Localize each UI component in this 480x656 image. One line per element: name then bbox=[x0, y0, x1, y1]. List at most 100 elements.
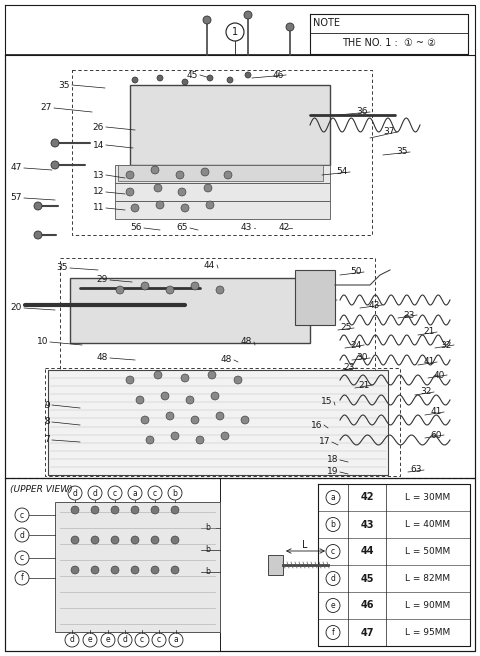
Text: 27: 27 bbox=[41, 104, 52, 112]
Circle shape bbox=[154, 371, 162, 379]
Circle shape bbox=[166, 412, 174, 420]
Circle shape bbox=[171, 506, 179, 514]
Circle shape bbox=[131, 204, 139, 212]
Text: 21: 21 bbox=[424, 327, 435, 337]
Text: 21: 21 bbox=[359, 380, 370, 390]
Text: L = 50MM: L = 50MM bbox=[406, 547, 451, 556]
Bar bbox=[130, 85, 330, 165]
Circle shape bbox=[146, 436, 154, 444]
Text: 12: 12 bbox=[93, 188, 104, 197]
Text: 13: 13 bbox=[93, 171, 104, 180]
Text: 63: 63 bbox=[410, 466, 422, 474]
Circle shape bbox=[191, 416, 199, 424]
Text: 42: 42 bbox=[279, 224, 290, 232]
Text: NOTE: NOTE bbox=[313, 18, 340, 28]
Circle shape bbox=[216, 286, 224, 294]
Text: c: c bbox=[20, 554, 24, 562]
Text: f: f bbox=[332, 628, 335, 637]
Circle shape bbox=[181, 204, 189, 212]
Circle shape bbox=[34, 202, 42, 210]
Text: 46: 46 bbox=[273, 70, 284, 79]
Text: 35: 35 bbox=[396, 148, 408, 157]
Text: a: a bbox=[174, 636, 179, 644]
Text: b: b bbox=[331, 520, 336, 529]
Text: 16: 16 bbox=[311, 420, 322, 430]
Circle shape bbox=[141, 416, 149, 424]
Bar bbox=[115, 183, 330, 201]
Circle shape bbox=[156, 201, 164, 209]
Text: 54: 54 bbox=[336, 167, 348, 176]
Bar bbox=[118, 197, 323, 213]
Circle shape bbox=[151, 536, 159, 544]
Circle shape bbox=[111, 536, 119, 544]
Text: a: a bbox=[331, 493, 336, 502]
Text: c: c bbox=[20, 510, 24, 520]
Text: 29: 29 bbox=[96, 276, 108, 285]
Circle shape bbox=[126, 188, 134, 196]
Text: L = 30MM: L = 30MM bbox=[406, 493, 451, 502]
Text: 7: 7 bbox=[44, 436, 50, 445]
Text: 35: 35 bbox=[59, 81, 70, 89]
Circle shape bbox=[111, 506, 119, 514]
Text: d: d bbox=[20, 531, 24, 539]
Circle shape bbox=[71, 506, 79, 514]
Text: 8: 8 bbox=[44, 417, 50, 426]
Text: 65: 65 bbox=[177, 224, 188, 232]
Circle shape bbox=[204, 184, 212, 192]
Circle shape bbox=[186, 396, 194, 404]
Circle shape bbox=[227, 77, 233, 83]
Circle shape bbox=[131, 566, 139, 574]
Circle shape bbox=[141, 282, 149, 290]
Text: L: L bbox=[302, 540, 308, 550]
Bar bbox=[48, 370, 388, 475]
Circle shape bbox=[203, 16, 211, 24]
Text: c: c bbox=[113, 489, 117, 497]
Text: 32: 32 bbox=[420, 388, 432, 396]
Text: b: b bbox=[173, 489, 178, 497]
Circle shape bbox=[178, 188, 186, 196]
Text: 1: 1 bbox=[232, 27, 238, 37]
Text: 40: 40 bbox=[433, 371, 445, 380]
Text: d: d bbox=[122, 636, 127, 644]
Circle shape bbox=[126, 376, 134, 384]
Text: 41: 41 bbox=[424, 358, 435, 367]
Circle shape bbox=[132, 77, 138, 83]
Text: c: c bbox=[157, 636, 161, 644]
Circle shape bbox=[221, 432, 229, 440]
Text: c: c bbox=[331, 547, 335, 556]
Circle shape bbox=[234, 376, 242, 384]
Text: d: d bbox=[93, 489, 97, 497]
Text: 35: 35 bbox=[57, 264, 68, 272]
Circle shape bbox=[224, 171, 232, 179]
Text: L = 90MM: L = 90MM bbox=[406, 601, 451, 610]
Circle shape bbox=[171, 432, 179, 440]
Bar bbox=[115, 165, 330, 183]
Text: 37: 37 bbox=[384, 127, 395, 136]
Bar bbox=[295, 270, 335, 325]
Text: c: c bbox=[140, 636, 144, 644]
Circle shape bbox=[116, 286, 124, 294]
Circle shape bbox=[181, 374, 189, 382]
Circle shape bbox=[201, 168, 209, 176]
Text: 18: 18 bbox=[326, 455, 338, 464]
Text: L = 40MM: L = 40MM bbox=[406, 520, 451, 529]
Circle shape bbox=[91, 536, 99, 544]
Circle shape bbox=[136, 396, 144, 404]
Text: 32: 32 bbox=[441, 340, 452, 350]
Text: 50: 50 bbox=[350, 268, 362, 276]
Circle shape bbox=[131, 506, 139, 514]
Circle shape bbox=[157, 75, 163, 81]
Text: b: b bbox=[205, 523, 210, 533]
Text: 42: 42 bbox=[360, 493, 374, 502]
Circle shape bbox=[111, 566, 119, 574]
Circle shape bbox=[216, 412, 224, 420]
Text: 26: 26 bbox=[93, 123, 104, 131]
Text: 15: 15 bbox=[321, 398, 332, 407]
Text: 43: 43 bbox=[369, 300, 380, 310]
Circle shape bbox=[241, 416, 249, 424]
Text: 23: 23 bbox=[404, 310, 415, 319]
Text: L = 95MM: L = 95MM bbox=[406, 628, 451, 637]
Text: d: d bbox=[331, 574, 336, 583]
Text: 48: 48 bbox=[96, 354, 108, 363]
Text: 57: 57 bbox=[11, 194, 22, 203]
